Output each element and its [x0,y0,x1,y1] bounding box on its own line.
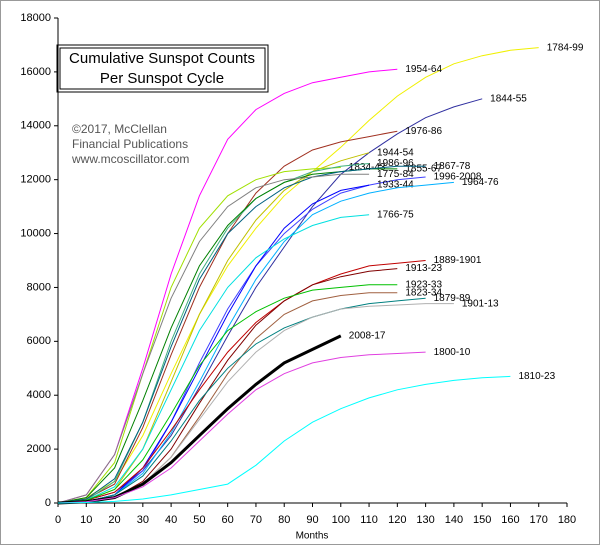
series-label: 1855-67 [405,164,442,175]
series-line [57,260,426,504]
title-box [56,44,269,93]
y-tick-label: 12000 [20,174,51,186]
series-label: 2008-17 [349,331,386,342]
series-line [57,47,539,504]
y-tick-label: 14000 [20,120,51,132]
series-label: 1800-10 [434,347,471,358]
y-tick-label: 8000 [27,281,51,293]
y-tick-label: 2000 [27,443,51,455]
series-line [57,214,370,504]
series-label: 1913-23 [405,263,442,274]
y-tick-label: 0 [45,497,51,509]
series-label: 1944-54 [377,147,414,158]
x-axis-label: Months [296,531,329,542]
series-line [57,284,398,504]
series-label: 1867-78 [434,161,471,172]
x-tick-label: 80 [278,514,290,526]
series-label: 1933-44 [377,180,414,191]
series-label: 1996-2008 [434,172,482,183]
x-tick-label: 170 [530,514,548,526]
x-tick-label: 60 [222,514,234,526]
x-tick-label: 50 [193,514,205,526]
series-label: 1976-86 [405,126,442,137]
title-box-inner [59,47,266,90]
x-tick-label: 10 [80,514,92,526]
series-line [57,165,426,504]
x-tick-label: 90 [306,514,318,526]
x-tick-label: 110 [360,514,378,526]
series-label: 1879-89 [434,293,471,304]
series-line [57,375,511,504]
x-tick-label: 180 [558,514,576,526]
annotation: Financial Publications [72,137,188,151]
x-tick-label: 140 [445,514,463,526]
series-line [57,351,426,504]
series-label: 1766-75 [377,209,414,220]
series-label: 1834-43 [349,162,386,173]
series-label: 1784-99 [547,42,584,53]
series-label: 1964-76 [462,177,499,188]
series-line [57,167,341,504]
x-tick-label: 150 [473,514,491,526]
y-tick-label: 16000 [20,66,51,78]
x-tick-label: 30 [137,514,149,526]
series-line [57,163,370,504]
x-tick-label: 160 [501,514,519,526]
x-tick-label: 100 [332,514,350,526]
series-label: 1901-13 [462,298,499,309]
x-tick-label: 0 [55,514,61,526]
series-label: 1844-55 [490,93,527,104]
series-line [57,181,454,504]
y-tick-label: 18000 [20,12,51,24]
annotation: ©2017, McClellan [72,122,167,136]
x-tick-label: 70 [250,514,262,526]
series-label: 1823-34 [405,287,442,298]
x-tick-label: 40 [165,514,177,526]
series-label: 1954-64 [405,64,442,75]
x-tick-label: 20 [108,514,120,526]
series-label: 1986-96 [377,158,414,169]
series-label: 1775-84 [377,169,414,180]
y-tick-label: 10000 [20,227,51,239]
x-tick-label: 130 [416,514,434,526]
series-line [57,297,426,504]
x-tick-label: 120 [388,514,406,526]
annotation: www.mcoscillator.com [71,152,189,166]
chart-subtitle: Per Sunspot Cycle [100,70,224,87]
y-tick-label: 4000 [27,389,51,401]
y-tick-label: 6000 [27,335,51,347]
chart-title: Cumulative Sunspot Counts [69,50,255,67]
series-label: 1889-1901 [434,255,482,266]
series-line [57,173,370,504]
series-label: 1923-33 [405,279,442,290]
series-label: 1810-23 [518,371,555,382]
